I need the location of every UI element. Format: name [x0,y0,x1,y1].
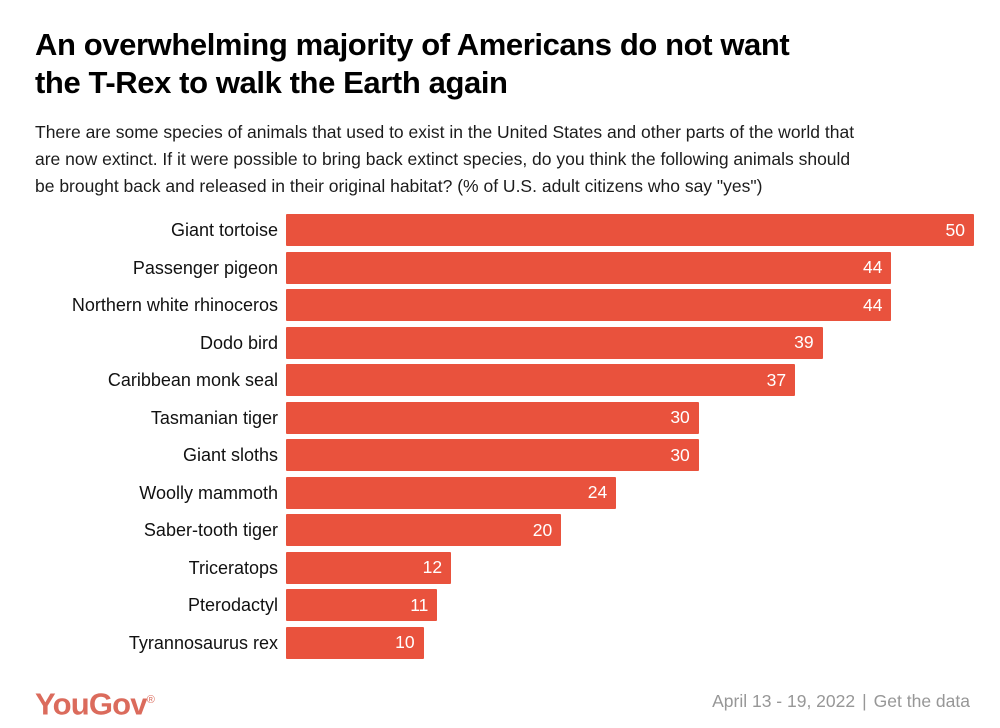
bar-row: Caribbean monk seal 37 [35,364,985,396]
bar: 20 [286,514,562,546]
yougov-logo[interactable]: YouGov® [35,683,155,721]
bar: 12 [286,551,452,584]
footer: YouGov® April 13 - 19, 2022 | Get the data [35,683,985,721]
category-label: Tasmanian tiger [150,407,278,428]
bar: 44 [286,251,892,284]
bar-value-label: 11 [410,594,429,615]
bar: 44 [286,289,892,321]
category-label: Tyrannosaurus rex [128,632,278,653]
yougov-logo-text: YouGov [35,685,148,721]
bar-row: Northern white rhinoceros 44 [35,289,985,321]
bar-value-label: 20 [532,519,553,540]
bar: 30 [286,401,699,434]
bar-row: Triceratops 12 [35,551,985,584]
bar-value-label: 24 [587,482,608,502]
get-the-data-link[interactable]: Get the data [873,691,970,712]
bar: 37 [286,364,796,396]
bar-value-label: 44 [862,294,883,315]
bar-row: Pterodactyl 11 [35,589,985,621]
bar: 24 [286,476,617,509]
bar-row: Woolly mammoth 24 [35,476,985,509]
bar: 30 [286,439,699,471]
category-label: Triceratops [188,557,278,578]
bar-row: Giant tortoise 50 [35,214,985,246]
bar-row: Tyrannosaurus rex 10 [35,626,985,659]
footer-separator: | [862,691,867,712]
bar-value-label: 30 [670,407,690,427]
bar-value-label: 10 [395,632,415,652]
bar-value-label: 12 [422,557,443,577]
category-label: Giant sloths [182,445,278,465]
bar: 39 [286,326,823,359]
bar-row: Giant sloths 30 [35,439,985,471]
category-label: Dodo bird [199,332,278,353]
bar-value-label: 44 [862,257,883,277]
footer-meta: April 13 - 19, 2022 | Get the data [712,691,985,712]
bar-row: Passenger pigeon 44 [35,251,985,284]
bar-row: Tasmanian tiger 30 [35,401,985,434]
bar: 50 [286,214,974,246]
category-label: Northern white rhinoceros [71,295,278,315]
category-label: Saber-tooth tiger [143,520,278,540]
category-label: Caribbean monk seal [107,370,278,390]
chart-title: An overwhelming majority of Americans do… [35,27,790,100]
bar-row: Saber-tooth tiger 20 [35,514,985,546]
bar-value-label: 50 [945,219,965,240]
category-label: Passenger pigeon [132,257,278,278]
bar-row: Dodo bird 39 [35,326,985,359]
bar: 11 [286,589,438,621]
category-label: Pterodactyl [187,595,278,615]
bar-value-label: 30 [670,444,690,465]
date-range: April 13 - 19, 2022 [712,691,856,712]
category-label: Woolly mammoth [139,482,278,503]
bar-chart: Giant tortoise 50 Passenger pigeon 44 Northe… [35,214,985,659]
registered-trademark-mark: ® [146,693,155,706]
chart-subtitle: There are some species of animals that u… [35,122,855,196]
category-label: Giant tortoise [170,220,278,240]
bar-value-label: 39 [794,332,814,352]
bar: 10 [286,626,424,659]
bar-value-label: 37 [766,369,787,390]
